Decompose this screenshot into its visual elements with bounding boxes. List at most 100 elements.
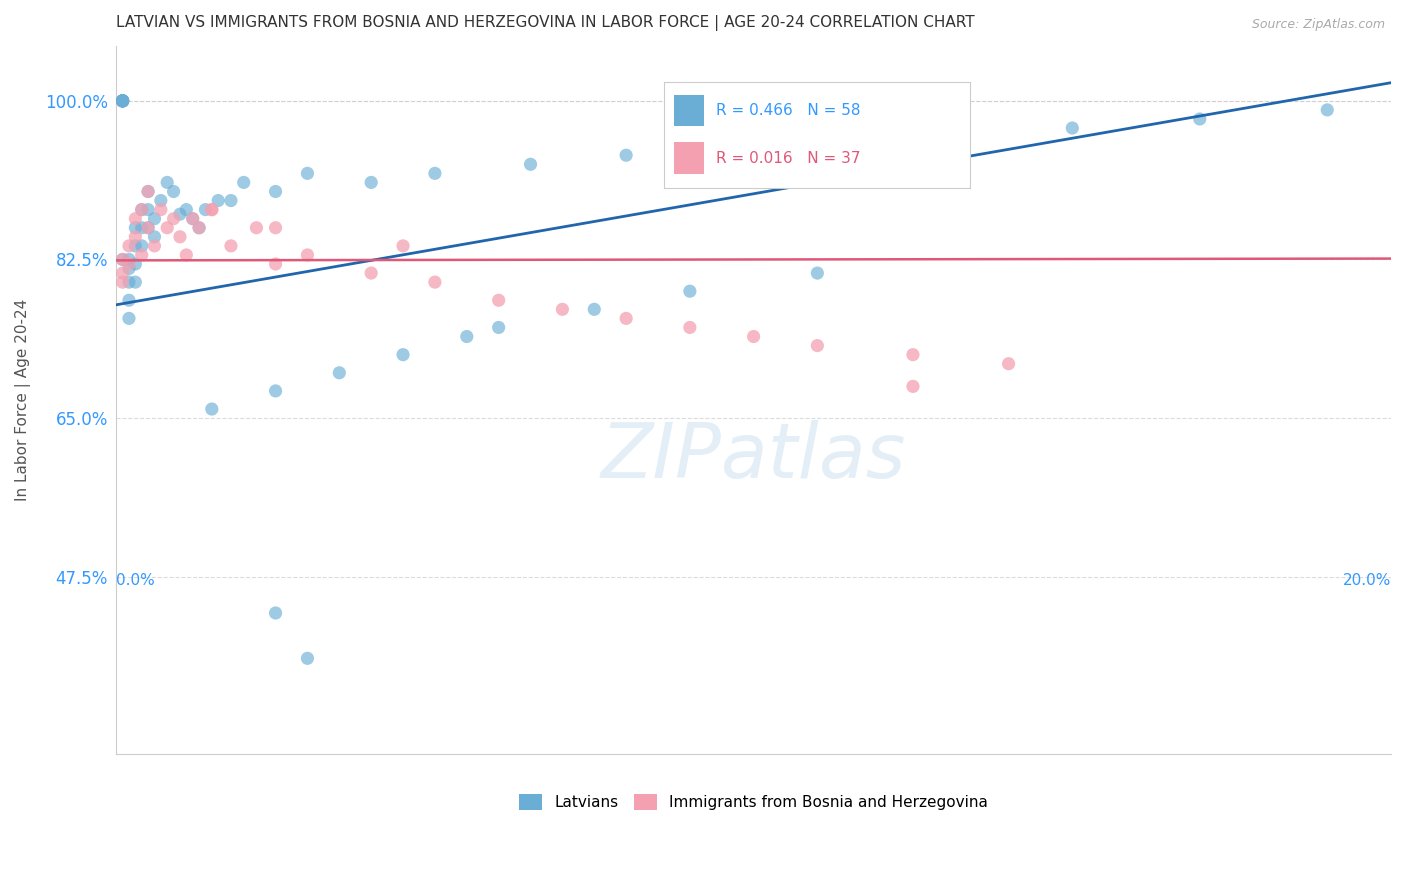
Point [131, 248, 153, 262]
Point [176, 202, 198, 217]
Point [111, 266, 134, 280]
Point [423, 275, 446, 289]
Point [614, 311, 637, 326]
Point [188, 220, 211, 235]
Point [111, 94, 134, 108]
Point [169, 229, 191, 244]
Point [519, 157, 541, 171]
Point [297, 166, 319, 180]
Point [136, 220, 159, 235]
Point [679, 284, 702, 298]
Text: 0.0%: 0.0% [117, 574, 155, 588]
Point [131, 220, 153, 235]
Point [162, 185, 184, 199]
Point [111, 94, 134, 108]
Point [201, 402, 224, 417]
Point [111, 94, 134, 108]
Point [456, 329, 478, 343]
Point [124, 239, 146, 253]
Point [264, 185, 287, 199]
Point [111, 94, 134, 108]
Point [245, 220, 267, 235]
Point [219, 239, 242, 253]
Point [328, 366, 350, 380]
Point [111, 252, 134, 267]
Text: ZIPatlas: ZIPatlas [600, 419, 907, 493]
Point [118, 239, 141, 253]
Point [111, 94, 134, 108]
Point [143, 239, 166, 253]
Point [124, 220, 146, 235]
Point [423, 166, 446, 180]
Point [118, 293, 141, 308]
Point [392, 348, 415, 362]
Point [742, 139, 765, 153]
Point [264, 384, 287, 398]
Point [551, 302, 574, 317]
Point [901, 379, 924, 393]
Point [997, 357, 1019, 371]
Point [488, 293, 510, 308]
Point [111, 94, 134, 108]
Point [181, 211, 204, 226]
Point [488, 320, 510, 334]
Point [207, 194, 229, 208]
Point [136, 220, 159, 235]
Text: LATVIAN VS IMMIGRANTS FROM BOSNIA AND HERZEGOVINA IN LABOR FORCE | AGE 20-24 COR: LATVIAN VS IMMIGRANTS FROM BOSNIA AND HE… [117, 15, 974, 31]
Point [111, 94, 134, 108]
Point [232, 176, 254, 190]
Point [118, 311, 141, 326]
Point [870, 121, 893, 136]
Point [614, 148, 637, 162]
Legend: Latvians, Immigrants from Bosnia and Herzegovina: Latvians, Immigrants from Bosnia and Her… [513, 789, 994, 816]
Point [143, 211, 166, 226]
Point [156, 220, 179, 235]
Point [264, 257, 287, 271]
Point [169, 207, 191, 221]
Point [156, 176, 179, 190]
Point [124, 257, 146, 271]
Point [194, 202, 217, 217]
Point [392, 239, 415, 253]
Point [264, 220, 287, 235]
Point [297, 651, 319, 665]
Point [136, 185, 159, 199]
Point [131, 239, 153, 253]
Point [136, 185, 159, 199]
Point [901, 348, 924, 362]
Point [111, 252, 134, 267]
Point [176, 248, 198, 262]
Point [111, 94, 134, 108]
Point [118, 257, 141, 271]
Point [181, 211, 204, 226]
Text: 20.0%: 20.0% [1343, 574, 1391, 588]
Text: Source: ZipAtlas.com: Source: ZipAtlas.com [1251, 19, 1385, 31]
Point [806, 338, 828, 352]
Point [149, 202, 172, 217]
Point [124, 275, 146, 289]
Point [264, 606, 287, 620]
Point [742, 329, 765, 343]
Point [1062, 121, 1084, 136]
Point [124, 211, 146, 226]
Point [201, 202, 224, 217]
Point [131, 202, 153, 217]
Point [1316, 103, 1339, 117]
Point [118, 275, 141, 289]
Point [118, 261, 141, 276]
Point [583, 302, 606, 317]
Point [143, 229, 166, 244]
Point [111, 94, 134, 108]
Point [219, 194, 242, 208]
Point [360, 176, 382, 190]
Point [131, 202, 153, 217]
Point [297, 248, 319, 262]
Point [201, 202, 224, 217]
Point [162, 211, 184, 226]
Point [1188, 112, 1211, 126]
Point [118, 252, 141, 267]
Point [188, 220, 211, 235]
Point [679, 320, 702, 334]
Point [111, 275, 134, 289]
Point [806, 266, 828, 280]
